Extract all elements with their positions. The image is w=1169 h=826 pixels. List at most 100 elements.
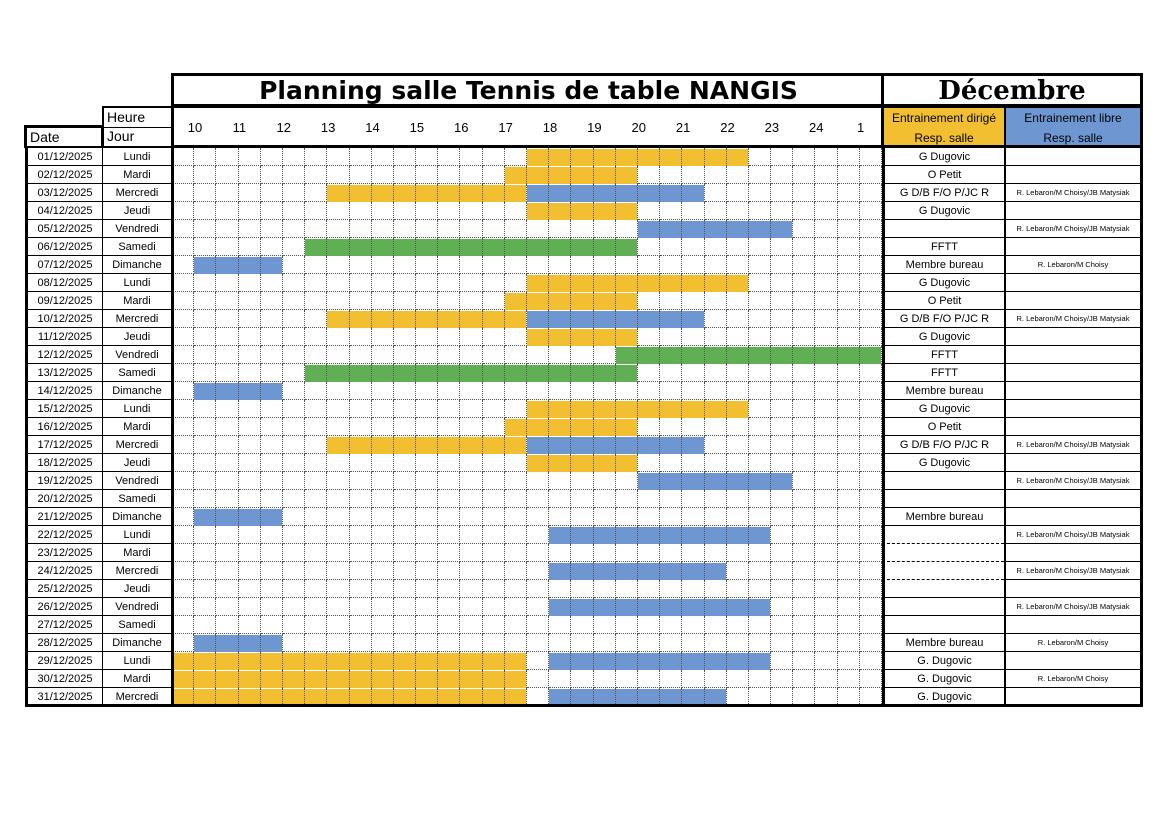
- time-slot-cell: [748, 364, 772, 382]
- grid-line: [814, 544, 816, 562]
- time-slot-cell: [815, 580, 838, 598]
- time-slot-cell: [172, 400, 195, 418]
- time-slot-cell: [260, 562, 283, 580]
- grid-line: [526, 562, 527, 580]
- time-slot-cell: [637, 238, 661, 256]
- grid-line: [526, 220, 527, 238]
- time-slot-cell: [771, 328, 794, 346]
- time-slot-cell: [704, 454, 727, 472]
- grid-line: [681, 418, 683, 436]
- grid-line: [437, 346, 439, 364]
- time-slot-cell: [194, 148, 217, 166]
- grid-line: [792, 400, 794, 418]
- grid-line: [725, 166, 727, 184]
- dirige-cell: G Dugovic: [882, 328, 1004, 346]
- grid-line: [636, 562, 638, 580]
- time-slot-cell: [859, 364, 882, 382]
- grid-line: [304, 634, 306, 652]
- grid-line: [659, 238, 661, 256]
- time-slot-cell: [504, 328, 527, 346]
- time-slot-cell: [216, 238, 239, 256]
- grid-line: [259, 436, 261, 454]
- time-slot-cell: [615, 490, 638, 508]
- grid-line: [770, 166, 772, 184]
- time-slot-cell: [637, 490, 661, 508]
- grid-line: [858, 148, 860, 166]
- grid-line: [592, 598, 594, 616]
- grid-line: [526, 292, 527, 310]
- time-slot-cell: [637, 616, 661, 634]
- grid-line: [548, 472, 550, 490]
- time-slot-cell: [393, 634, 417, 652]
- time-slot-cell: [859, 418, 882, 436]
- time-slot-cell: [194, 238, 217, 256]
- dirige-cell: G D/B F/O P/JC R: [882, 436, 1004, 454]
- grid-line: [570, 652, 572, 670]
- grid-line: [836, 544, 838, 562]
- grid-line: [392, 562, 394, 580]
- month-title: Décembre: [881, 73, 1143, 107]
- grid-line: [858, 580, 860, 598]
- grid-line: [281, 184, 283, 202]
- time-slot-cell: [305, 166, 328, 184]
- grid-line: [348, 364, 350, 382]
- time-slot-cell: [482, 256, 505, 274]
- time-slot-cell: [793, 382, 816, 400]
- grid-line: [259, 148, 261, 166]
- time-slot-cell: [482, 472, 505, 490]
- grid-line: [370, 436, 372, 454]
- time-slot-cell: [216, 472, 239, 490]
- grid-line: [636, 544, 638, 562]
- time-slot-cell: [371, 274, 394, 292]
- time-slot-cell: [793, 454, 816, 472]
- time-slot-cell: [482, 490, 505, 508]
- grid-line: [592, 670, 594, 688]
- grid-line: [526, 346, 527, 364]
- grid-line: [836, 454, 838, 472]
- grid-line: [858, 562, 860, 580]
- time-slot-cell: [393, 544, 417, 562]
- grid-line: [437, 274, 439, 292]
- time-slot-cell: [438, 472, 461, 490]
- grid-line: [193, 328, 195, 346]
- dirige-cell: G. Dugovic: [882, 670, 1004, 688]
- grid-line: [570, 382, 572, 400]
- grid-line: [370, 526, 372, 544]
- grid-line: [636, 238, 638, 256]
- grid-line: [570, 580, 572, 598]
- grid-line: [459, 562, 461, 580]
- grid-line: [548, 220, 550, 238]
- grid-line: [348, 598, 350, 616]
- time-slot-cell: [482, 634, 505, 652]
- grid-line: [481, 598, 483, 616]
- grid-line: [614, 382, 616, 400]
- grid-line: [237, 670, 239, 688]
- grid-line: [636, 490, 638, 508]
- time-slot-cell: [615, 580, 638, 598]
- grid-line: [215, 670, 217, 688]
- time-slot-cell: [393, 526, 417, 544]
- time-slot-cell: [837, 454, 860, 472]
- grid-line: [370, 508, 372, 526]
- grid-line: [792, 166, 794, 184]
- time-slot-cell: [482, 382, 505, 400]
- time-slot-cell: [771, 184, 794, 202]
- grid-line: [193, 364, 195, 382]
- date-cell: 29/12/2025: [25, 652, 103, 670]
- grid-line: [392, 544, 394, 562]
- grid-line: [215, 634, 217, 652]
- grid-line: [326, 670, 328, 688]
- grid-line: [281, 508, 283, 526]
- grid-line: [703, 616, 705, 634]
- grid-line: [681, 472, 683, 490]
- grid-line: [326, 382, 328, 400]
- grid-line: [836, 238, 838, 256]
- grid-line: [459, 454, 461, 472]
- time-slot-cell: [305, 454, 328, 472]
- grid-line: [481, 508, 483, 526]
- hour-label: 11: [232, 120, 247, 135]
- grid-line: [614, 472, 616, 490]
- grid-line: [392, 166, 394, 184]
- grid-line: [792, 202, 794, 220]
- time-slot-cell: [837, 418, 860, 436]
